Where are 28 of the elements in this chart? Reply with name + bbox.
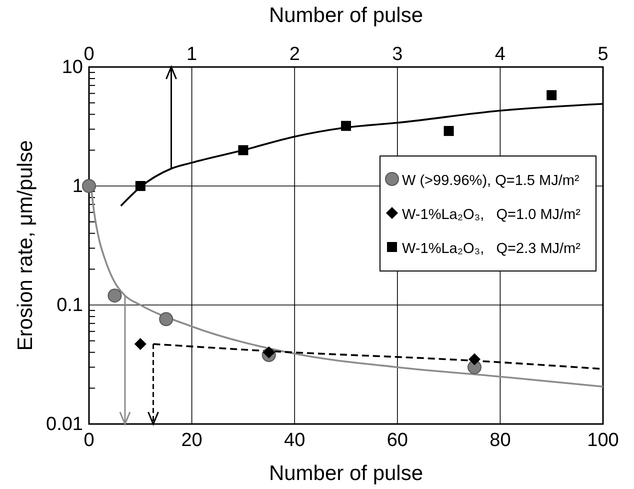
x2-tick-label: 1 [186,44,198,66]
x2-tick-label: 5 [598,44,608,66]
point [262,346,275,358]
point [82,179,96,193]
y-tick-label: 0.1 [56,295,83,316]
y-axis-title: Erosion rate, μm/pulse [14,140,37,351]
point [159,312,174,326]
x2-axis-title: Number of pulse [268,4,424,27]
x-tick-label: 100 [587,430,619,451]
x-tick-label: 60 [386,430,408,451]
x-tick-label: 0 [84,430,94,451]
y-tick-label: 1 [72,176,83,198]
point [134,338,146,350]
x2-tick-label: 4 [494,44,506,66]
point [468,353,480,366]
x2-tick-label: 0 [84,44,94,66]
x2-tick-label: 3 [392,44,403,66]
x-tick-label: 40 [284,430,306,451]
x-tick-label: 20 [181,430,202,451]
y-tick-label: 0.01 [46,414,83,436]
x-axis-title: Number of pulse [268,462,424,485]
legend-label: W-1%La₂O₃, Q=1.0 MJ/m² [402,207,581,223]
point [108,288,122,303]
x2-tick-label: 2 [289,44,300,66]
legend-label: W-1%La₂O₃, Q=2.3 MJ/m² [402,241,581,257]
x-tick-label: 80 [490,430,511,451]
y-tick-label: 10 [62,57,83,78]
legend-label: W (>99.96%), Q=1.5 MJ/m² [402,173,580,189]
